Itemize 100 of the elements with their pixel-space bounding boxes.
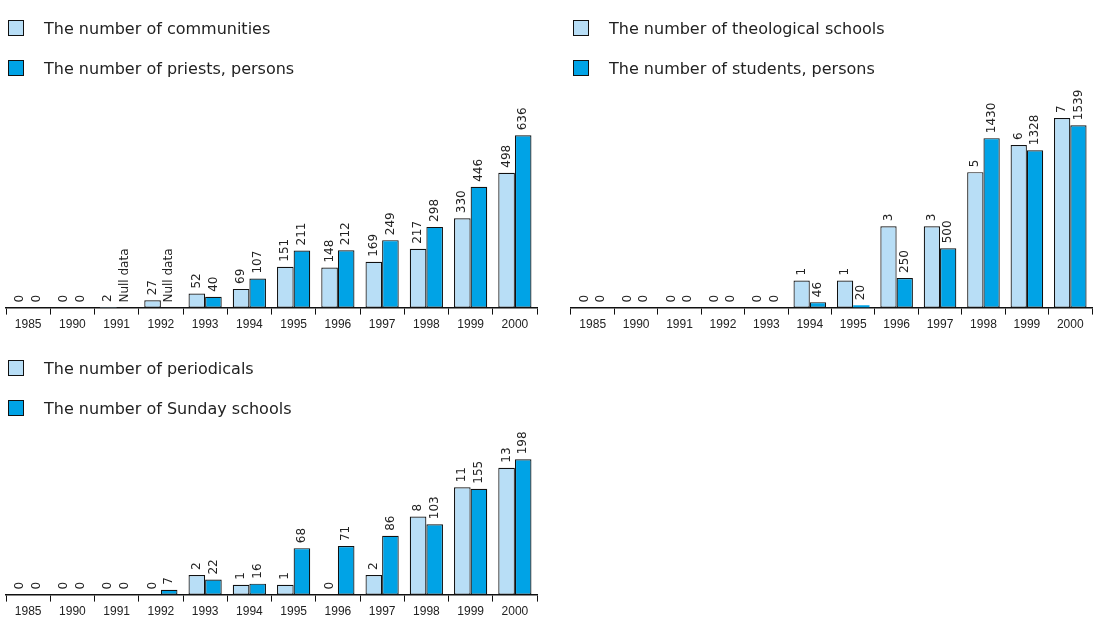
x-tick-label: 1999 (457, 604, 485, 619)
x-tick-label: 1990 (59, 604, 87, 619)
legend-label: The number of periodicals (44, 358, 254, 378)
data-label: 2 (100, 294, 115, 303)
x-tick-label: 1991 (103, 317, 131, 332)
data-label: 0 (679, 294, 694, 303)
data-label: 330 (454, 190, 469, 214)
x-tick-label: 1995 (280, 317, 308, 332)
x-tick-label: 1998 (413, 317, 441, 332)
x-tick-label: 1994 (236, 604, 264, 619)
legend-label: The number of Sunday schools (44, 398, 292, 418)
data-label: 498 (498, 144, 513, 168)
x-tick-label: 1994 (796, 317, 824, 332)
data-label: 69 (233, 268, 248, 284)
data-label: 1328 (1027, 114, 1042, 146)
data-label: 3 (924, 213, 939, 222)
data-label: 211 (294, 222, 309, 246)
x-tick-label: 1991 (666, 317, 694, 332)
data-label: 27 (144, 280, 159, 296)
data-label: 1 (837, 267, 852, 276)
data-label: 0 (11, 581, 26, 590)
data-label: 22 (205, 559, 220, 575)
text: Null data (161, 248, 176, 303)
x-tick-label: 1993 (753, 317, 781, 332)
data-label: 8 (410, 503, 425, 512)
x-tick-label: 1991 (103, 604, 131, 619)
legend-label: The number of priests, persons (44, 58, 295, 78)
data-label: 298 (426, 198, 441, 222)
data-label: 86 (382, 515, 397, 531)
x-tick-label: 1992 (147, 604, 175, 619)
x-tick-label: 1993 (191, 604, 219, 619)
data-label: 212 (338, 222, 353, 246)
data-label: 3 (880, 213, 895, 222)
data-label: 20 (853, 284, 868, 301)
data-label: 6 (1010, 132, 1025, 141)
data-label: 7 (161, 577, 176, 585)
x-tick-label: 1992 (709, 317, 737, 332)
data-label: 0 (56, 581, 71, 590)
data-label: 11 (454, 466, 469, 483)
x-tick-label: 1996 (324, 317, 352, 332)
x-tick-label: 2000 (501, 317, 529, 332)
data-label: 1 (793, 267, 808, 276)
data-label: 0 (706, 294, 721, 303)
data-label: 0 (321, 581, 336, 590)
data-label: 0 (663, 294, 678, 303)
data-label: 1539 (1070, 89, 1085, 121)
data-label: 198 (515, 431, 530, 455)
x-tick-label: 1990 (622, 317, 650, 332)
data-label: 107 (249, 250, 264, 274)
data-label: 5 (967, 159, 982, 168)
data-label: 0 (11, 294, 26, 303)
data-label: 68 (294, 527, 309, 544)
x-tick-label: 1996 (883, 317, 911, 332)
x-tick-label: 1999 (457, 317, 485, 332)
data-label: 249 (382, 212, 397, 236)
data-label: 52 (188, 273, 203, 289)
data-label: 0 (100, 581, 115, 590)
x-tick-label: 1995 (839, 317, 867, 332)
data-label: 0 (72, 294, 87, 303)
data-label: 0 (723, 294, 738, 303)
data-label: 0 (750, 294, 765, 303)
x-tick-label: 1998 (413, 604, 441, 619)
data-label: 0 (766, 294, 781, 303)
data-label: 0 (28, 581, 43, 590)
data-label: 151 (277, 238, 292, 262)
x-tick-label: 1990 (59, 317, 87, 332)
data-label: 250 (896, 250, 911, 273)
x-tick-label: 1985 (14, 317, 42, 332)
legend-label: The number of theological schools (609, 18, 885, 38)
data-label: 46 (810, 281, 825, 298)
data-label: 2 (188, 562, 203, 571)
data-label: 2 (365, 562, 380, 571)
data-label: 155 (471, 460, 486, 484)
data-label: 40 (205, 276, 220, 292)
data-label: 0 (620, 294, 635, 303)
legend-label: The number of students, persons (609, 58, 875, 78)
data-label: 13 (498, 447, 513, 463)
x-tick-label: 1999 (1013, 317, 1041, 332)
data-label: 103 (426, 496, 441, 520)
data-label: 217 (410, 220, 425, 244)
data-label: 500 (940, 220, 955, 244)
data-label: 0 (144, 581, 159, 590)
data-label: 71 (338, 525, 353, 542)
x-tick-label: 1985 (579, 317, 607, 332)
data-label: 0 (636, 294, 651, 303)
x-tick-label: 1998 (970, 317, 998, 332)
data-label: 636 (515, 107, 530, 131)
x-tick-label: 1985 (14, 604, 42, 619)
data-label: 148 (321, 239, 336, 263)
x-tick-label: 1997 (368, 604, 396, 619)
x-tick-label: 1993 (191, 317, 219, 332)
data-label: 1430 (983, 102, 998, 134)
data-label: 0 (576, 294, 591, 303)
data-label: 1 (233, 572, 248, 580)
x-tick-label: 2000 (501, 604, 529, 619)
x-tick-label: 1992 (147, 317, 175, 332)
data-label: 0 (117, 581, 132, 590)
x-tick-label: 1994 (236, 317, 264, 332)
legend-label: The number of communities (44, 18, 271, 38)
x-tick-label: 1995 (280, 604, 308, 619)
